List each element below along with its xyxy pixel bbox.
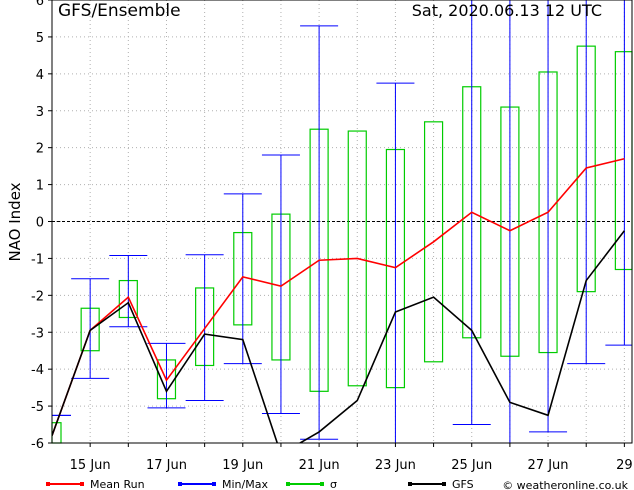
y-tick-label: 6 xyxy=(36,0,44,9)
credit: © weatheronline.co.uk xyxy=(502,479,628,490)
legend-marker-left xyxy=(178,482,182,486)
x-tick-label: 29 xyxy=(616,458,633,473)
run-label: Sat, 2020.06.13 12 UTC xyxy=(412,1,602,20)
legend-label: GFS xyxy=(452,478,474,490)
series-line-gfs xyxy=(52,230,626,443)
sigma-box xyxy=(423,121,444,363)
x-tick-label: 19 Jun xyxy=(222,458,263,473)
legend-marker-left xyxy=(46,482,50,486)
y-tick-label: 5 xyxy=(36,31,44,46)
sigma-boxes xyxy=(51,45,633,444)
x-tick-label: 17 Jun xyxy=(146,458,187,473)
legend-marker-right xyxy=(442,482,446,486)
series-line-mean-run xyxy=(52,157,625,436)
x-tick-label: 27 Jun xyxy=(528,458,569,473)
y-tick-label: 4 xyxy=(36,68,44,83)
y-tick-label: -2 xyxy=(31,289,44,304)
x-tick-label: 25 Jun xyxy=(451,458,492,473)
y-tick-label: 3 xyxy=(36,105,44,120)
y-axis: -6 -5 -4 -3 -2 -1 0 1 2 3 4 5 6 xyxy=(31,0,52,452)
legend-label: σ xyxy=(330,478,337,490)
legend-label: Mean Run xyxy=(90,478,145,490)
y-tick-label: -6 xyxy=(31,437,44,452)
y-tick-label: 0 xyxy=(36,216,44,231)
legend-marker-right xyxy=(80,482,84,486)
legend-label: Min/Max xyxy=(222,478,268,490)
y-tick-label: -1 xyxy=(31,252,44,267)
y-tick-label: -4 xyxy=(31,363,44,378)
x-axis: 15 Jun 17 Jun 19 Jun 21 Jun 23 Jun 25 Jun 27 J… xyxy=(70,443,633,473)
legend-marker-left xyxy=(286,482,290,486)
legend-marker-right xyxy=(320,482,324,486)
series-lines xyxy=(52,157,626,443)
x-tick-label: 15 Jun xyxy=(70,458,111,473)
y-tick-label: 1 xyxy=(36,179,44,194)
x-tick-label: 21 Jun xyxy=(299,458,340,473)
x-tick-label: 23 Jun xyxy=(375,458,416,473)
y-tick-label: -3 xyxy=(31,326,44,341)
legend: Mean Run Min/Max σ GFS xyxy=(46,478,474,490)
y-axis-label: NAO Index xyxy=(6,182,24,261)
y-tick-label: -5 xyxy=(31,400,44,415)
minmax-bars xyxy=(52,0,632,443)
legend-marker-left xyxy=(408,482,412,486)
legend-marker-right xyxy=(212,482,216,486)
chart-title: GFS/Ensemble xyxy=(58,1,181,21)
y-tick-label: 2 xyxy=(36,142,44,157)
